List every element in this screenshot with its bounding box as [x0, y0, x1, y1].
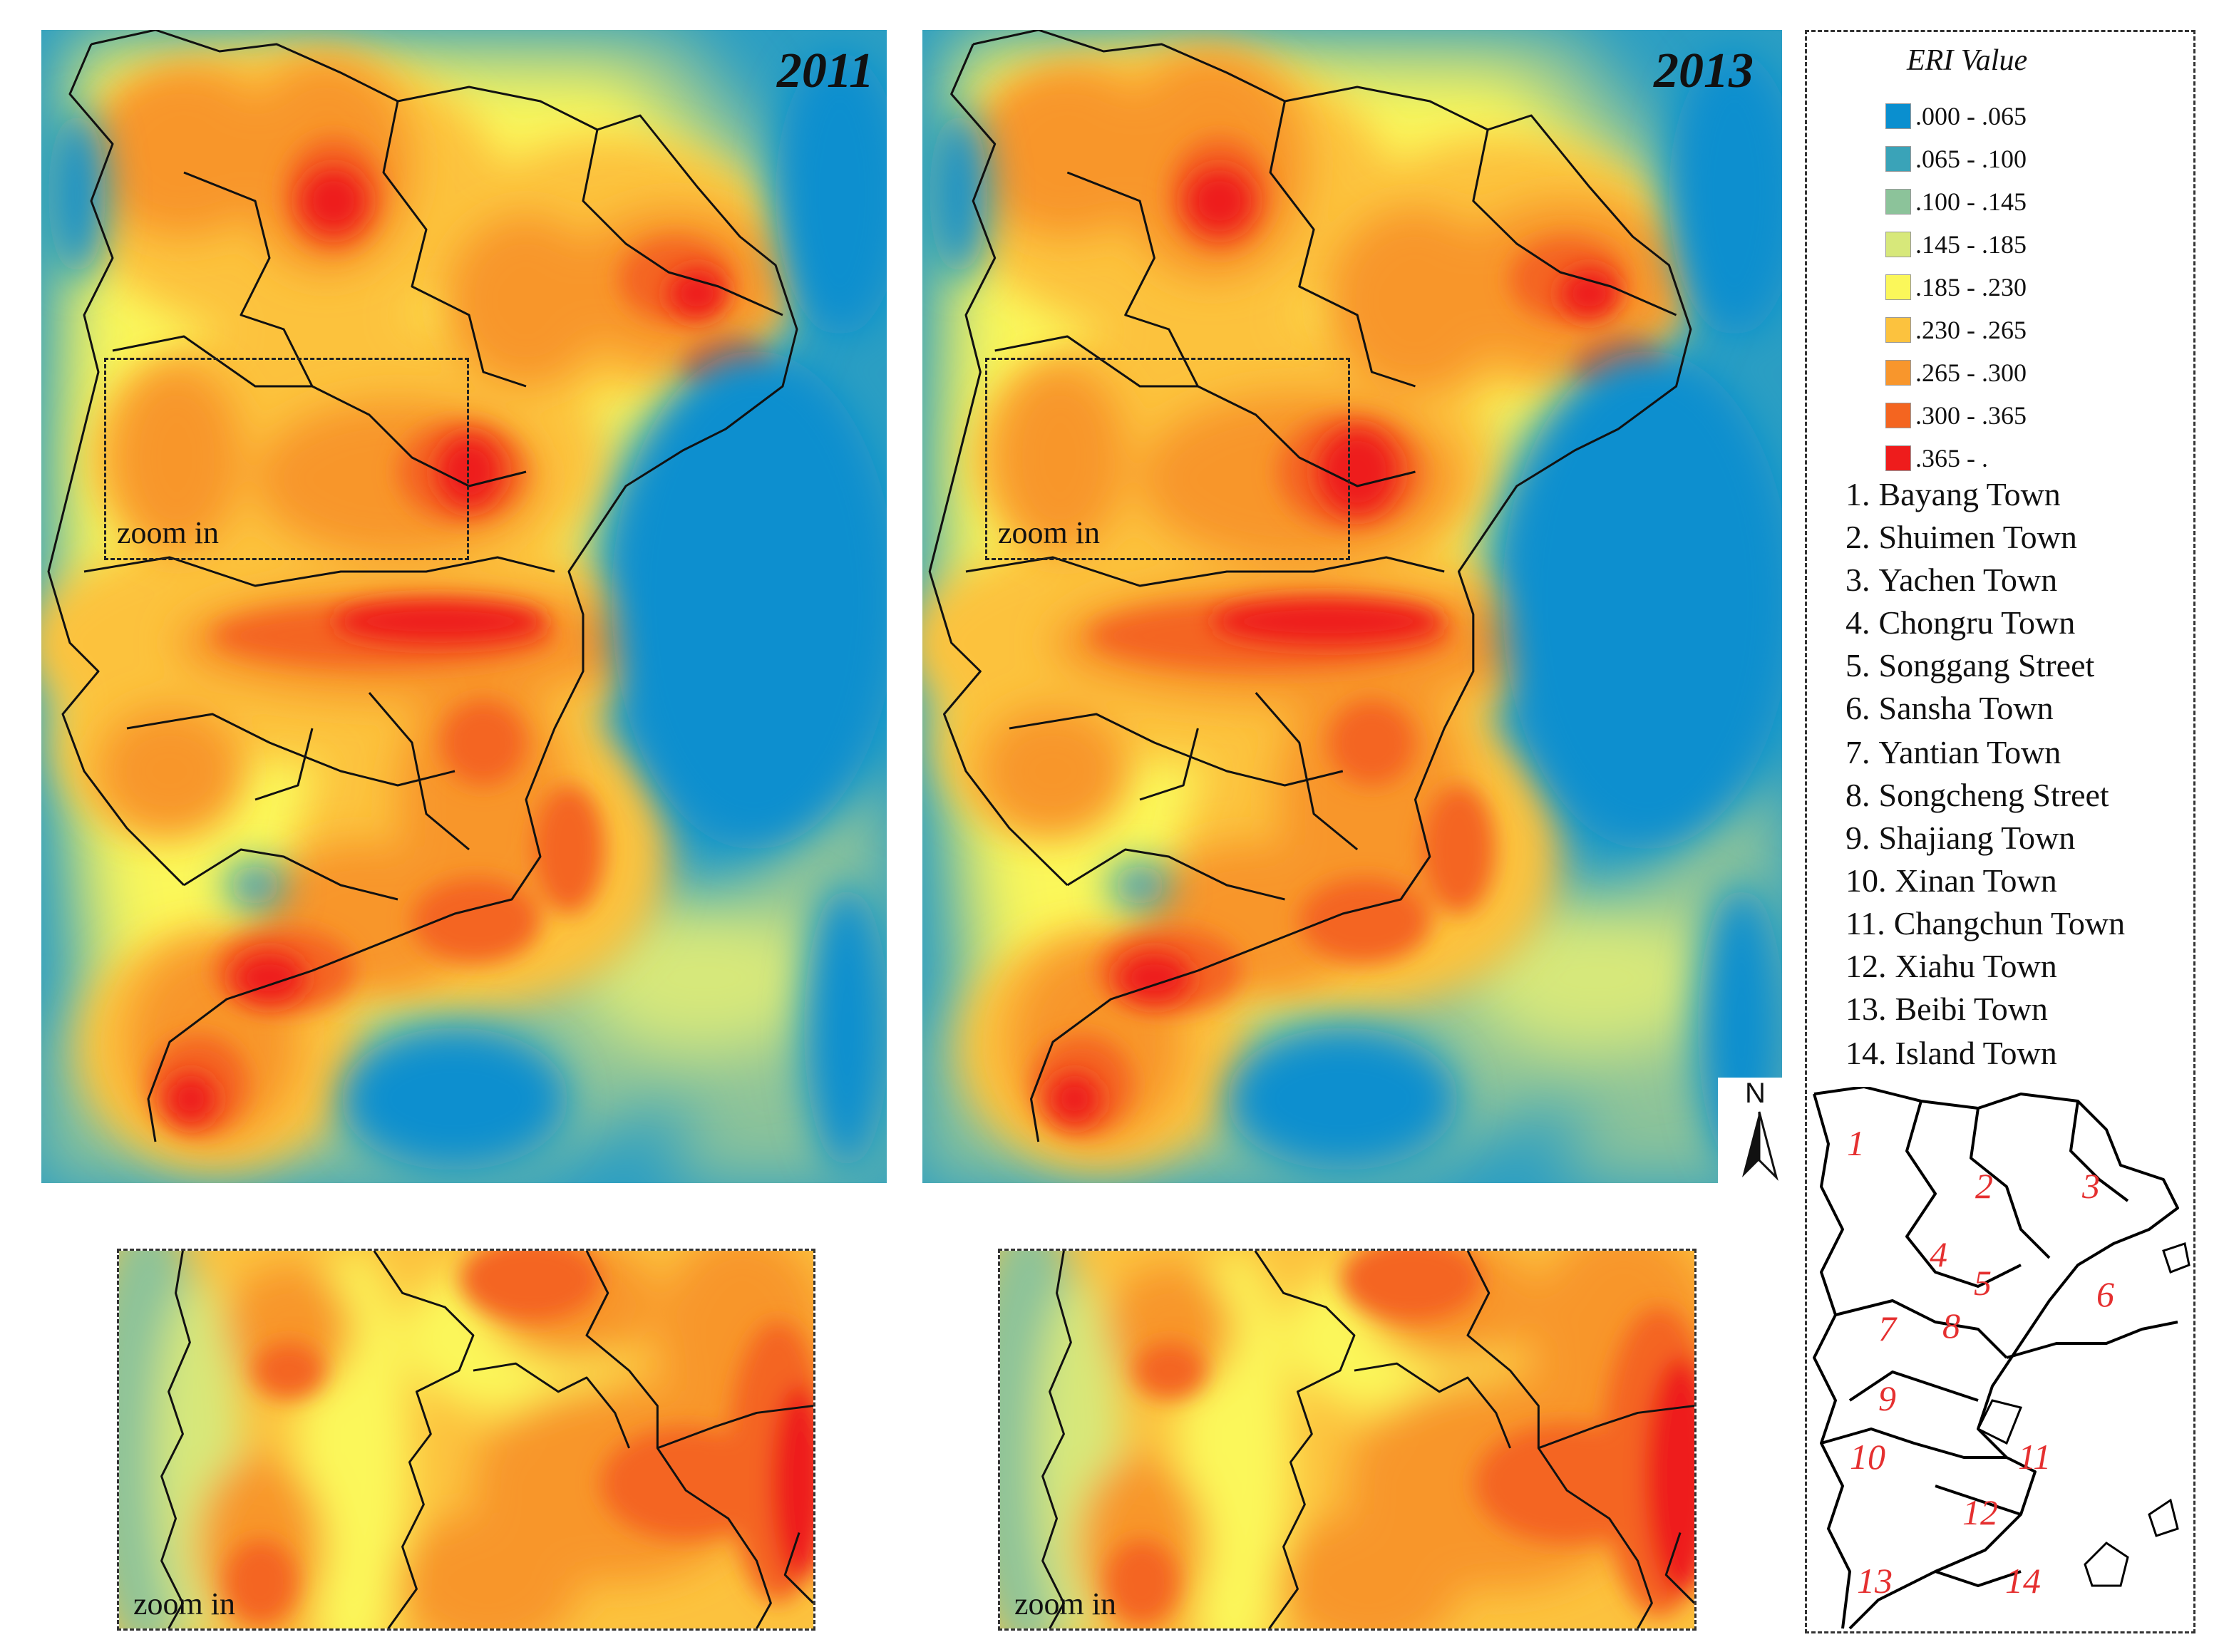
- inset-label: 5: [1974, 1263, 1992, 1303]
- legend-class: .265 - .300: [1885, 356, 2027, 390]
- legend-class: .300 - .365: [1885, 398, 2027, 433]
- town-list-item: 2. Shuimen Town: [1845, 519, 2077, 555]
- legend-swatch: [1885, 360, 1911, 386]
- zoom-panel-2013: zoom in: [998, 1249, 1697, 1631]
- legend-panel: ERI Value .000 - .065 .065 - .100 .100 -…: [1805, 30, 2195, 1633]
- legend-range: .185 - .230: [1915, 273, 2027, 301]
- legend-swatch: [1885, 103, 1911, 129]
- inset-label: 6: [2096, 1274, 2114, 1314]
- legend-class: .365 - .: [1885, 441, 1988, 475]
- inset-label: 9: [1878, 1378, 1896, 1418]
- legend-range: .145 - .185: [1915, 230, 2027, 259]
- town-list-item: 11. Changchun Town: [1845, 905, 2126, 941]
- inset-label: 3: [2082, 1166, 2100, 1206]
- legend-swatch: [1885, 189, 1911, 215]
- legend-swatch: [1885, 445, 1911, 471]
- north-label: N: [1745, 1078, 1766, 1109]
- town-list-item: 3. Yachen Town: [1845, 562, 2058, 598]
- legend-class: .100 - .145: [1885, 185, 2027, 219]
- inset-label: 7: [1878, 1308, 1896, 1348]
- year-label-2013: 2013: [1654, 43, 1754, 98]
- legend-class: .185 - .230: [1885, 270, 2027, 304]
- legend-range: .230 - .265: [1915, 316, 2027, 344]
- inset-label: 14: [2005, 1561, 2041, 1601]
- town-list-item: 8. Songcheng Street: [1845, 777, 2109, 813]
- legend-range: .100 - .145: [1915, 187, 2027, 216]
- inset-label: 12: [1962, 1492, 1998, 1532]
- inset-label: 8: [1942, 1306, 1960, 1346]
- inset-label: 2: [1975, 1166, 1993, 1206]
- legend-range: .300 - .365: [1915, 401, 2027, 430]
- town-list-item: 13. Beibi Town: [1845, 991, 2048, 1027]
- zoom-panel-label-2013: zoom in: [1014, 1586, 1116, 1621]
- town-list-item: 7. Yantian Town: [1845, 734, 2061, 770]
- north-arrow-icon: [1742, 1111, 1778, 1181]
- eri-surface-2011: [41, 30, 887, 1183]
- zoom-label-2011: zoom in: [117, 515, 219, 550]
- inset-label: 13: [1857, 1561, 1893, 1601]
- legend-range: .065 - .100: [1915, 145, 2027, 173]
- legend-class: .145 - .185: [1885, 227, 2027, 262]
- legend-range: .365 - .: [1915, 444, 1988, 473]
- zoom-box-2013: [985, 358, 1350, 560]
- inset-label: 10: [1850, 1437, 1885, 1477]
- legend-range: .265 - .300: [1915, 358, 2027, 387]
- zoom-label-2013: zoom in: [998, 515, 1100, 550]
- zoom-box-2011: [104, 358, 469, 560]
- zoom-panel-2011: zoom in: [117, 1249, 815, 1631]
- inset-label: 4: [1930, 1234, 1947, 1274]
- legend-class: .065 - .100: [1885, 142, 2027, 176]
- town-list-item: 1. Bayang Town: [1845, 476, 2061, 512]
- inset-label: 1: [1847, 1123, 1865, 1163]
- legend-title: ERI Value: [1907, 44, 2028, 77]
- eri-map-2013: 2013 zoom in: [922, 30, 1782, 1183]
- town-index-map: 1 2 3 4 5 6 7 8 9 10 11 12 13 14: [1807, 1087, 2193, 1631]
- north-arrow: N: [1718, 1078, 1801, 1184]
- town-list-item: 14. Island Town: [1845, 1035, 2057, 1071]
- town-list-item: 9. Shajiang Town: [1845, 820, 2076, 856]
- town-list-item: 4. Chongru Town: [1845, 604, 2076, 641]
- zoom-panel-label-2011: zoom in: [133, 1586, 235, 1621]
- town-index-outline: [1813, 1087, 2190, 1630]
- town-list-item: 6. Sansha Town: [1845, 690, 2054, 726]
- legend-swatch: [1885, 146, 1911, 172]
- year-label-2011: 2011: [776, 43, 874, 98]
- zoom-surface-2013: [1000, 1251, 1694, 1628]
- inset-label: 11: [2018, 1437, 2051, 1477]
- eri-map-2011: 2011 zoom in: [41, 30, 887, 1183]
- town-list-item: 12. Xiahu Town: [1845, 948, 2057, 984]
- town-list-item: 10. Xinan Town: [1845, 862, 2057, 899]
- legend-swatch: [1885, 317, 1911, 343]
- zoom-surface-2011: [119, 1251, 813, 1628]
- legend-swatch: [1885, 232, 1911, 257]
- legend-class: .230 - .265: [1885, 313, 2027, 347]
- legend-swatch: [1885, 274, 1911, 300]
- town-list-item: 5. Songgang Street: [1845, 647, 2095, 683]
- legend-swatch: [1885, 403, 1911, 428]
- legend-class: .000 - .065: [1885, 99, 2027, 133]
- legend-range: .000 - .065: [1915, 102, 2027, 130]
- eri-surface-2013: [922, 30, 1782, 1183]
